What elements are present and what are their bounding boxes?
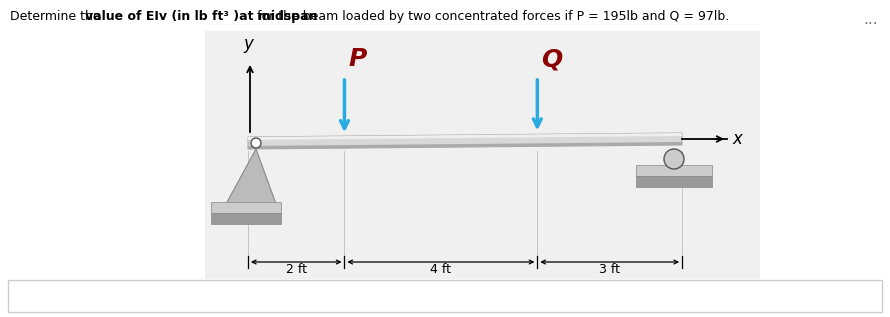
Polygon shape — [248, 133, 682, 149]
Ellipse shape — [251, 138, 261, 148]
Ellipse shape — [664, 149, 684, 169]
Text: for the beam loaded by two concentrated forces if P = 195lb and Q = 97lb.: for the beam loaded by two concentrated … — [253, 10, 729, 23]
Text: x: x — [732, 130, 742, 148]
Text: Add your answer: Add your answer — [18, 289, 124, 302]
Text: 2 ft: 2 ft — [286, 263, 307, 276]
Text: y: y — [243, 35, 253, 53]
Text: ...: ... — [863, 12, 878, 27]
Polygon shape — [226, 149, 276, 204]
Text: value of EIv (in lb ft³ )at midspan: value of EIv (in lb ft³ )at midspan — [85, 10, 318, 23]
Text: 4 ft: 4 ft — [431, 263, 451, 276]
Bar — [636, 165, 712, 176]
Bar — [8, 280, 882, 312]
Bar — [211, 213, 281, 224]
Text: P: P — [349, 47, 367, 71]
Bar — [636, 176, 712, 187]
Text: 3 ft: 3 ft — [599, 263, 620, 276]
Text: Q: Q — [541, 47, 562, 71]
Polygon shape — [248, 142, 682, 149]
Bar — [205, 31, 760, 279]
Text: Determine the: Determine the — [10, 10, 105, 23]
Polygon shape — [248, 133, 682, 140]
Bar — [211, 202, 281, 213]
